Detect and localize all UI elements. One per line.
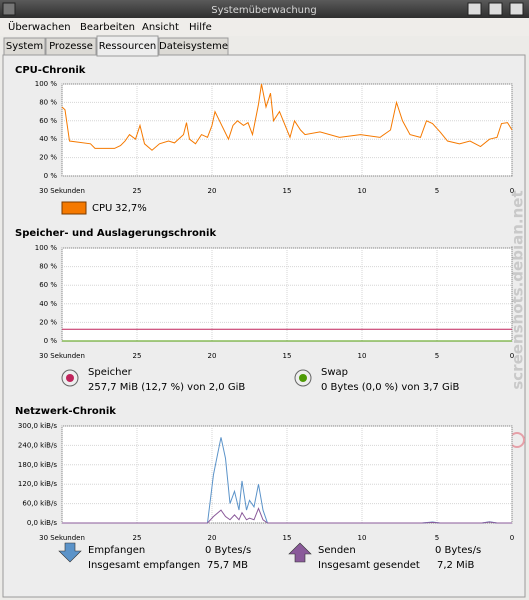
tab[interactable] [45, 37, 97, 56]
y-tick-label: 120,0 kiB/s [18, 480, 57, 488]
minimize-button[interactable] [467, 2, 482, 16]
legend-total: 75,7 MB [207, 560, 248, 571]
legend-icon-dot [299, 374, 307, 382]
x-tick-label: 5 [435, 352, 439, 360]
y-tick-label: 100 % [35, 244, 58, 252]
y-tick-label: 40 % [39, 135, 57, 143]
y-tick-label: 80 % [39, 263, 57, 271]
menu-item[interactable]: Bearbeiten [80, 22, 135, 33]
legend-total: 7,2 MiB [437, 560, 474, 571]
tab-label[interactable]: Ressourcen [99, 41, 156, 52]
tab[interactable] [3, 37, 46, 56]
x-tick-label: 5 [435, 187, 439, 195]
x-tick-label: 15 [283, 352, 292, 360]
tab-label[interactable]: Dateisysteme [159, 41, 228, 52]
y-tick-label: 180,0 kiB/s [18, 461, 57, 469]
watermark: screenshots.debian.net [509, 190, 527, 389]
series-line [61, 83, 513, 151]
y-tick-label: 80 % [39, 98, 57, 106]
legend-value: 32,7% [115, 203, 147, 214]
legend-name: Senden [318, 545, 356, 556]
legend-name: CPU [92, 203, 112, 214]
y-tick-label: 40 % [39, 300, 57, 308]
legend-name: Empfangen [88, 545, 145, 556]
close-button[interactable] [509, 2, 524, 16]
window-menu-button[interactable] [2, 2, 16, 16]
legend-detail: 0 Bytes (0,0 %) von 3,7 GiB [321, 382, 460, 393]
title-bar [0, 0, 529, 18]
menu-item[interactable]: Hilfe [189, 22, 212, 33]
section-heading: CPU-Chronik [15, 65, 86, 76]
x-tick-label: 20 [208, 187, 217, 195]
x-tick-label: 15 [283, 534, 292, 542]
x-tick-label: 0 [510, 352, 514, 360]
x-tick-label: 25 [133, 187, 142, 195]
x-tick-label: 25 [133, 534, 142, 542]
y-tick-label: 0 % [44, 337, 58, 345]
menu-item[interactable]: Ansicht [142, 22, 179, 33]
legend-value: 0 Bytes/s [435, 545, 481, 556]
maximize-button[interactable] [488, 2, 503, 16]
x-tick-label: 20 [208, 352, 217, 360]
y-tick-label: 60,0 kiB/s [22, 500, 57, 508]
x-tick-label: 0 [510, 534, 514, 542]
section-heading: Netzwerk-Chronik [15, 406, 116, 417]
legend-icon-dot [66, 374, 74, 382]
legend-swatch[interactable] [61, 201, 87, 215]
y-tick-label: 60 % [39, 281, 57, 289]
legend-arrow[interactable] [288, 542, 312, 563]
y-tick-label: 100 % [35, 80, 58, 88]
window-buttons [467, 2, 524, 16]
legend-value: 0 Bytes/s [205, 545, 251, 556]
x-tick-label: 10 [358, 534, 367, 542]
section-heading: Speicher- und Auslagerungschronik [15, 228, 216, 239]
x-tick-label: 30 Sekunden [39, 352, 85, 360]
y-tick-label: 20 % [39, 318, 57, 326]
y-tick-label: 0 % [44, 172, 58, 180]
x-tick-label: 30 Sekunden [39, 534, 85, 542]
tab[interactable] [96, 35, 159, 57]
legend-name: Swap [321, 367, 348, 378]
x-tick-label: 20 [208, 534, 217, 542]
legend-detail: 257,7 MiB (12,7 %) von 2,0 GiB [88, 382, 245, 393]
x-tick-label: 25 [133, 352, 142, 360]
tab-label[interactable]: System [6, 41, 43, 52]
tab[interactable] [158, 37, 229, 56]
x-tick-label: 10 [358, 187, 367, 195]
x-tick-label: 30 Sekunden [39, 187, 85, 195]
x-tick-label: 5 [435, 534, 439, 542]
window-title: Systemüberwachung [211, 5, 316, 16]
x-tick-label: 15 [283, 187, 292, 195]
y-tick-label: 60 % [39, 117, 57, 125]
tab-label[interactable]: Prozesse [49, 41, 93, 52]
y-tick-label: 20 % [39, 154, 57, 162]
y-tick-label: 240,0 kiB/s [18, 441, 57, 449]
x-tick-label: 0 [510, 187, 514, 195]
y-tick-label: 300,0 kiB/s [18, 422, 57, 430]
x-tick-label: 10 [358, 352, 367, 360]
series-line [62, 507, 512, 524]
legend-name: Speicher [88, 367, 133, 378]
legend-total-label: Insgesamt gesendet [318, 560, 420, 571]
y-tick-label: 0,0 kiB/s [27, 519, 58, 527]
menu-item[interactable]: Überwachen [8, 20, 71, 33]
menu-bar [0, 18, 529, 36]
legend-arrow[interactable] [58, 542, 82, 563]
legend-total-label: Insgesamt empfangen [88, 560, 200, 571]
